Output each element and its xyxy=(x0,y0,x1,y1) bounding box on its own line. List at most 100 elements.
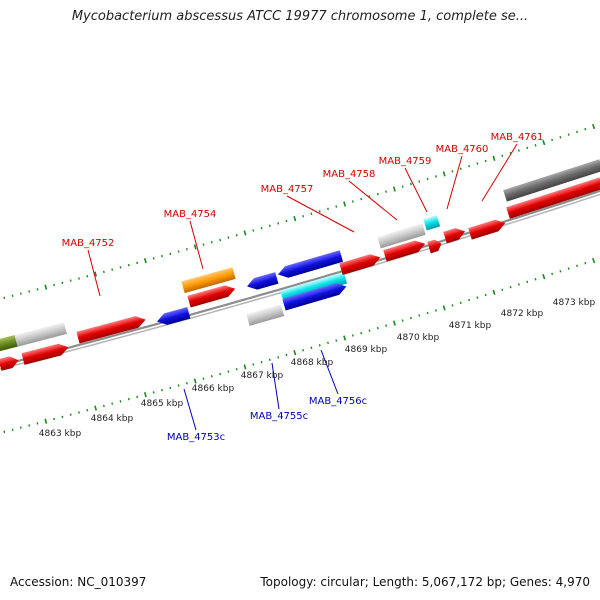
gene-feature-gray[interactable] xyxy=(14,322,67,347)
gene-feature-red[interactable] xyxy=(339,252,382,275)
gene-feature-red[interactable] xyxy=(427,238,443,254)
bottom-tick xyxy=(161,388,163,392)
gene-feature-blue[interactable] xyxy=(245,272,279,292)
gene-label-mab_4753c[interactable]: MAB_4753c xyxy=(167,432,225,443)
top-tick xyxy=(343,201,347,207)
top-tick xyxy=(302,214,305,218)
bottom-tick xyxy=(559,269,562,273)
bottom-tick xyxy=(127,397,130,401)
gene-callouts: MAB_4752 MAB_4754 MAB_4757 MAB_4758MAB_4759… xyxy=(62,132,544,443)
top-tick xyxy=(360,197,363,201)
gene-feature-gray[interactable] xyxy=(377,223,426,249)
gene-feature-orange[interactable] xyxy=(181,267,236,294)
top-tick xyxy=(61,281,64,285)
gene-feature-blue[interactable] xyxy=(282,281,348,311)
top-tick xyxy=(69,279,72,282)
gene-feature-cyan[interactable] xyxy=(280,272,348,303)
top-tick xyxy=(392,186,396,192)
top-tick xyxy=(252,229,255,232)
gene-feature-cyan[interactable] xyxy=(423,214,441,231)
kbp-label: 4873 kbp xyxy=(553,298,596,308)
top-tick xyxy=(19,292,22,295)
top-tick xyxy=(94,271,98,277)
gene-feature-blue[interactable] xyxy=(276,250,344,280)
gene-feature-red[interactable] xyxy=(443,226,467,244)
gene-feature-red[interactable] xyxy=(76,314,147,344)
top-tick xyxy=(351,200,354,203)
bottom-tick xyxy=(343,335,347,341)
gene-label-mab_4761[interactable]: MAB_4761 xyxy=(491,132,544,143)
bottom-tick xyxy=(227,370,230,373)
gene-feature-blue[interactable] xyxy=(155,306,191,327)
top-tick xyxy=(210,241,213,244)
top-tick xyxy=(86,275,89,278)
top-tick xyxy=(501,154,504,158)
top-tick xyxy=(401,185,404,188)
gene-feature-red[interactable] xyxy=(21,341,70,365)
bottom-tick xyxy=(551,272,554,276)
bottom-tick xyxy=(534,277,537,281)
gene-label-mab_4757[interactable]: MAB_4757 xyxy=(261,184,314,195)
top-tick xyxy=(136,261,139,265)
top-tick xyxy=(592,123,596,130)
leader-line xyxy=(271,362,280,410)
top-tick xyxy=(268,224,271,228)
gene-feature-dgray[interactable] xyxy=(503,159,600,202)
gene-feature-red[interactable] xyxy=(0,354,20,371)
top-tick xyxy=(161,254,163,258)
gene-label-mab_4760[interactable]: MAB_4760 xyxy=(436,144,489,155)
gene-feature-red[interactable] xyxy=(468,217,507,240)
gene-feature-gray[interactable] xyxy=(246,304,285,326)
bottom-tick xyxy=(260,360,263,364)
bottom-tick xyxy=(143,392,147,398)
accession-text: Accession: NC_010397 xyxy=(10,575,147,589)
bottom-tick xyxy=(235,368,238,371)
leader-line xyxy=(286,195,355,233)
bottom-tick xyxy=(136,395,139,399)
bottom-tick xyxy=(302,348,305,352)
top-tick xyxy=(11,294,14,298)
bottom-tick xyxy=(102,404,105,408)
top-tick xyxy=(567,133,570,136)
gene-label-mab_4756c[interactable]: MAB_4756c xyxy=(309,396,367,407)
gene-feature-olive[interactable] xyxy=(0,334,19,354)
gene-feature-red[interactable] xyxy=(187,283,236,308)
leader-line xyxy=(189,220,204,270)
bottom-tick xyxy=(501,288,504,292)
gene-label-mab_4755c[interactable]: MAB_4755c xyxy=(250,411,308,422)
bottom-tick xyxy=(310,346,313,350)
bottom-tick xyxy=(592,257,596,264)
top-tick xyxy=(3,296,6,300)
bottom-tick xyxy=(492,289,496,296)
bottom-tick xyxy=(210,375,213,378)
gene-label-mab_4754[interactable]: MAB_4754 xyxy=(164,209,217,220)
gene-label-mab_4752[interactable]: MAB_4752 xyxy=(62,238,115,249)
gene-label-mab_4758[interactable]: MAB_4758 xyxy=(323,169,376,180)
kbp-label: 4871 kbp xyxy=(449,321,492,331)
leader-line xyxy=(183,388,197,431)
bottom-tick xyxy=(451,304,454,307)
top-tick xyxy=(551,138,554,142)
gene-feature-red[interactable] xyxy=(506,177,600,219)
bottom-tick xyxy=(185,381,188,385)
leader-line xyxy=(348,180,398,221)
bottom-tick xyxy=(11,428,14,432)
kbp-label: 4864 kbp xyxy=(91,414,134,424)
top-tick xyxy=(476,162,479,165)
bottom-tick xyxy=(418,314,421,317)
top-tick xyxy=(484,159,487,163)
bottom-tick xyxy=(351,334,354,337)
leader-line xyxy=(481,143,518,202)
top-tick xyxy=(235,234,238,237)
top-tick xyxy=(243,230,247,236)
gene-feature-red[interactable] xyxy=(383,238,427,262)
bottom-tick xyxy=(169,386,172,390)
bottom-tick xyxy=(468,298,471,302)
top-tick xyxy=(111,268,114,271)
gene-label-mab_4759[interactable]: MAB_4759 xyxy=(379,156,432,167)
bottom-tick xyxy=(542,273,546,280)
bottom-tick xyxy=(86,409,89,412)
bottom-tick xyxy=(94,405,98,411)
top-tick xyxy=(119,266,122,269)
top-tick xyxy=(102,270,105,274)
